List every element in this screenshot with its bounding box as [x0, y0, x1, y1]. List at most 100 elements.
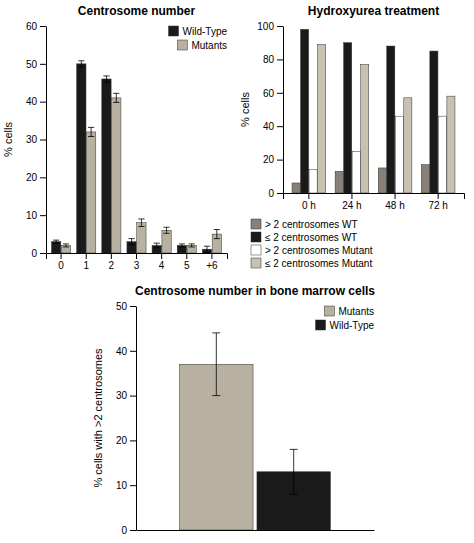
- tick: 5: [184, 253, 190, 271]
- tick-mark: [186, 253, 187, 259]
- tick-label: 0: [31, 248, 37, 259]
- error-bar: [88, 127, 94, 136]
- legend-label: ≤ 2 centrosomes WT: [265, 232, 357, 243]
- tick-label: 60: [263, 88, 275, 99]
- tick-label: 80: [263, 54, 275, 65]
- bar: [102, 79, 111, 253]
- legend-item: Mutants: [324, 306, 374, 317]
- legend: Wild-Type Mutants: [169, 26, 228, 51]
- tick: 24 h: [342, 193, 361, 211]
- tick-mark: [61, 253, 62, 259]
- tick-mark: [130, 440, 136, 441]
- bar: [344, 43, 352, 193]
- tick-label: 0: [268, 188, 274, 199]
- tick-mark: [40, 26, 46, 27]
- error-bar: [154, 243, 160, 248]
- legend-item: > 2 centrosomes Mutant: [251, 245, 373, 256]
- figure: 0102030405060012345+6Centrosome number% …: [0, 0, 474, 543]
- error-bars: [63, 93, 220, 247]
- bar: [86, 132, 95, 253]
- legend-swatch: [316, 320, 326, 330]
- tick-label: 60: [26, 21, 38, 32]
- legend-swatch: [251, 245, 261, 255]
- legend-swatch: [251, 232, 261, 242]
- legend-swatch: [251, 219, 261, 229]
- plot-area: [180, 333, 331, 530]
- tick-mark: [308, 193, 309, 199]
- legend-item: Wild-Type: [169, 26, 228, 37]
- tick: 40: [116, 346, 136, 357]
- tick-mark: [130, 351, 136, 352]
- legend-item: ≤ 2 centrosomes Mutant: [251, 258, 372, 269]
- legend-swatch: [177, 40, 187, 50]
- bar: [430, 51, 438, 193]
- legend-label: Wild-Type: [330, 320, 375, 331]
- error-bar: [189, 244, 195, 247]
- tick-mark: [111, 253, 112, 259]
- bar-series: [309, 116, 446, 193]
- tick-label: 0: [58, 260, 64, 271]
- tick: 60: [263, 88, 283, 99]
- tick-mark: [40, 177, 46, 178]
- bar: [352, 151, 360, 193]
- chart-title: Centrosome number: [78, 4, 196, 18]
- plot-area: [52, 61, 222, 253]
- legend-swatch: [169, 26, 179, 36]
- tick-label: 50: [26, 59, 38, 70]
- tick-label: 72 h: [428, 200, 447, 211]
- tick: 10: [116, 480, 136, 491]
- tick-mark: [130, 530, 136, 531]
- tick: 100: [257, 21, 283, 32]
- x-axis: [137, 530, 375, 532]
- tick-mark: [40, 253, 46, 254]
- chart-title: Hydroxyurea treatment: [308, 4, 439, 18]
- legend-label: Wild-Type: [183, 26, 228, 37]
- bar: [421, 165, 429, 193]
- tick-label: 30: [116, 390, 128, 401]
- x-axis: 012345+6: [47, 253, 228, 271]
- tick-label: 40: [116, 346, 128, 357]
- tick: +6: [206, 253, 218, 271]
- tick-label: 0 h: [302, 200, 316, 211]
- tick-label: 0: [121, 525, 127, 536]
- error-bar: [214, 230, 220, 239]
- tick: 10: [26, 210, 46, 221]
- tick-mark: [86, 253, 87, 259]
- tick-label: 2: [109, 260, 115, 271]
- bar: [335, 171, 343, 193]
- tick-label: 3: [134, 260, 140, 271]
- error-bar: [113, 93, 119, 102]
- tick-label: 50: [116, 301, 128, 312]
- tick-label: 48 h: [385, 200, 404, 211]
- tick-label: 30: [26, 134, 38, 145]
- y-axis: 0 10 20 30 40 50: [116, 301, 137, 536]
- tick-mark: [130, 396, 136, 397]
- tick-label: +6: [206, 260, 218, 271]
- legend-item: ≤ 2 centrosomes WT: [251, 232, 357, 243]
- tick-label: 40: [263, 121, 275, 132]
- error-bar: [290, 449, 298, 494]
- tick: 20: [263, 154, 283, 165]
- tick-mark: [438, 193, 439, 199]
- tick-mark: [40, 102, 46, 103]
- bar: [404, 98, 412, 193]
- bar: [361, 64, 369, 193]
- bar: [318, 44, 326, 193]
- error-bars: [53, 61, 210, 252]
- tick-label: 10: [116, 480, 128, 491]
- tick-mark: [130, 485, 136, 486]
- tick: 2: [109, 253, 115, 271]
- bar-series: [301, 29, 438, 193]
- tick: 60: [26, 21, 46, 32]
- tick: 20: [116, 435, 136, 446]
- tick-mark: [161, 253, 162, 259]
- legend: > 2 centrosomes WT≤ 2 centrosomes WT> 2 …: [251, 219, 373, 269]
- legend-label: > 2 centrosomes Mutant: [265, 245, 373, 256]
- bar: [395, 116, 403, 193]
- tick-label: 20: [116, 435, 128, 446]
- tick-label: 20: [26, 172, 38, 183]
- tick: 0: [31, 248, 46, 259]
- chart-panel: 0102030405060012345+6Centrosome number% …: [2, 4, 228, 271]
- tick-mark: [277, 126, 283, 127]
- legend-item: Mutants: [177, 40, 227, 51]
